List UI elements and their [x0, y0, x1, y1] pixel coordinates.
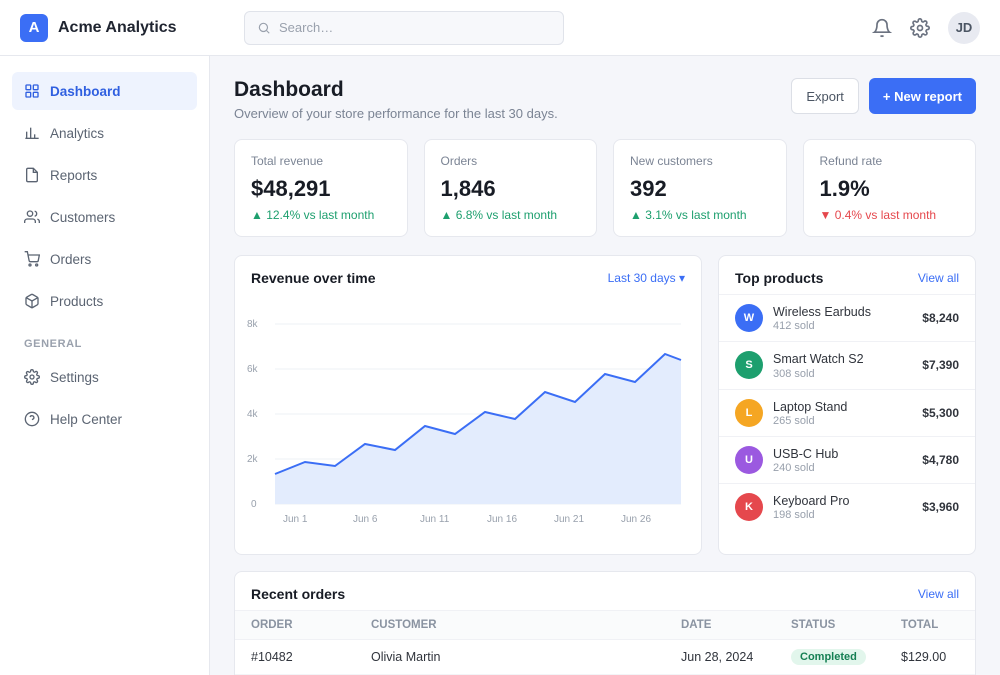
svg-text:Jun 21: Jun 21: [554, 514, 584, 525]
svg-text:6k: 6k: [247, 364, 259, 375]
svg-text:Jun 26: Jun 26: [621, 514, 651, 525]
svg-text:0: 0: [251, 499, 257, 510]
svg-text:4k: 4k: [247, 409, 259, 420]
svg-text:Jun 1: Jun 1: [283, 514, 308, 525]
svg-text:8k: 8k: [247, 319, 259, 330]
svg-text:Jun 6: Jun 6: [353, 514, 378, 525]
svg-text:2k: 2k: [247, 454, 259, 465]
svg-text:Jun 16: Jun 16: [487, 514, 517, 525]
svg-text:Jun 11: Jun 11: [420, 514, 450, 525]
